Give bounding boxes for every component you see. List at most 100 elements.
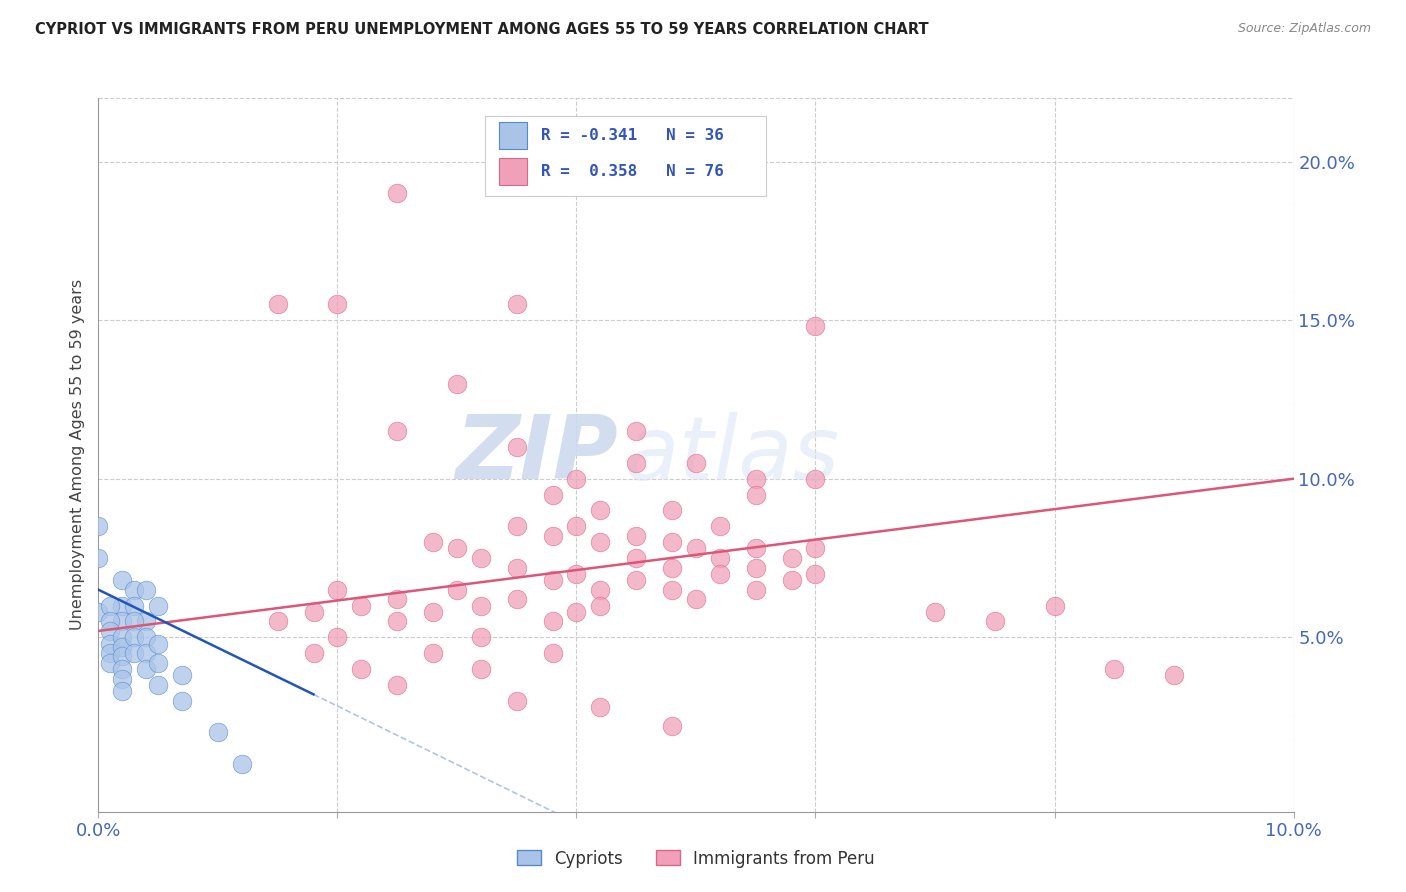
Point xyxy=(924,605,946,619)
Point xyxy=(589,582,612,597)
Point xyxy=(1104,662,1126,676)
Point xyxy=(111,640,134,654)
Point xyxy=(422,605,444,619)
Point xyxy=(446,582,468,597)
Point xyxy=(804,319,827,334)
Point xyxy=(267,615,290,629)
Point xyxy=(385,592,409,607)
Point xyxy=(124,582,146,597)
Point xyxy=(326,630,349,644)
Point xyxy=(685,541,707,556)
Point xyxy=(1043,599,1066,613)
Point xyxy=(661,582,683,597)
Point xyxy=(172,694,194,708)
Point xyxy=(148,599,170,613)
Point xyxy=(506,297,529,311)
Point xyxy=(506,592,529,607)
Point xyxy=(111,649,134,664)
Point xyxy=(135,615,157,629)
Text: R = -0.341   N = 36: R = -0.341 N = 36 xyxy=(541,128,724,143)
Point xyxy=(98,646,122,660)
Point xyxy=(624,573,647,587)
Point xyxy=(804,541,827,556)
Point xyxy=(326,582,349,597)
Point xyxy=(541,529,564,543)
Point xyxy=(111,573,134,587)
Point xyxy=(98,656,122,670)
Point xyxy=(111,615,134,629)
Point xyxy=(624,456,647,470)
Point xyxy=(87,519,110,533)
Point xyxy=(350,662,373,676)
Point xyxy=(745,541,768,556)
Point xyxy=(685,456,707,470)
Point xyxy=(135,662,157,676)
Point xyxy=(589,599,612,613)
Point xyxy=(541,487,564,501)
Point xyxy=(302,646,325,660)
Point xyxy=(565,519,588,533)
Text: Source: ZipAtlas.com: Source: ZipAtlas.com xyxy=(1237,22,1371,36)
Point xyxy=(267,297,290,311)
Point xyxy=(983,615,1005,629)
Text: atlas: atlas xyxy=(624,412,839,498)
Point xyxy=(111,599,134,613)
Text: CYPRIOT VS IMMIGRANTS FROM PERU UNEMPLOYMENT AMONG AGES 55 TO 59 YEARS CORRELATI: CYPRIOT VS IMMIGRANTS FROM PERU UNEMPLOY… xyxy=(35,22,929,37)
Point xyxy=(541,646,564,660)
Point xyxy=(470,662,492,676)
Point xyxy=(135,630,157,644)
Point xyxy=(87,605,110,619)
Point xyxy=(745,487,768,501)
Point xyxy=(124,599,146,613)
Point xyxy=(565,605,588,619)
Point xyxy=(506,519,529,533)
Point xyxy=(709,566,731,581)
Point xyxy=(745,560,768,574)
Point xyxy=(111,662,134,676)
Point xyxy=(661,535,683,549)
Point xyxy=(422,535,444,549)
Point xyxy=(709,551,731,566)
Point xyxy=(148,637,170,651)
Point xyxy=(350,599,373,613)
Point xyxy=(709,519,731,533)
Point xyxy=(661,560,683,574)
Point xyxy=(98,637,122,651)
Point xyxy=(624,529,647,543)
Point xyxy=(148,678,170,692)
Point xyxy=(111,684,134,698)
Point xyxy=(745,472,768,486)
Point xyxy=(385,424,409,438)
Point xyxy=(446,541,468,556)
Point xyxy=(422,646,444,660)
Point xyxy=(541,615,564,629)
Point xyxy=(470,551,492,566)
Point xyxy=(231,757,253,772)
Point xyxy=(506,440,529,454)
Point xyxy=(780,551,803,566)
Point xyxy=(624,424,647,438)
Point xyxy=(745,582,768,597)
Point xyxy=(98,599,122,613)
Point xyxy=(470,599,492,613)
Point xyxy=(506,694,529,708)
Point xyxy=(685,592,707,607)
Point xyxy=(446,376,468,391)
Point xyxy=(148,656,170,670)
Point xyxy=(661,503,683,517)
Point xyxy=(207,725,229,739)
Point xyxy=(624,551,647,566)
Point xyxy=(98,624,122,638)
Point xyxy=(589,700,612,714)
Text: ZIP: ZIP xyxy=(456,411,619,499)
Point xyxy=(98,615,122,629)
Point xyxy=(385,615,409,629)
Point xyxy=(385,186,409,201)
Point xyxy=(87,551,110,566)
Point xyxy=(111,672,134,686)
Point xyxy=(780,573,803,587)
Point xyxy=(565,566,588,581)
Point xyxy=(589,503,612,517)
Text: R =  0.358   N = 76: R = 0.358 N = 76 xyxy=(541,164,724,178)
Point xyxy=(385,678,409,692)
